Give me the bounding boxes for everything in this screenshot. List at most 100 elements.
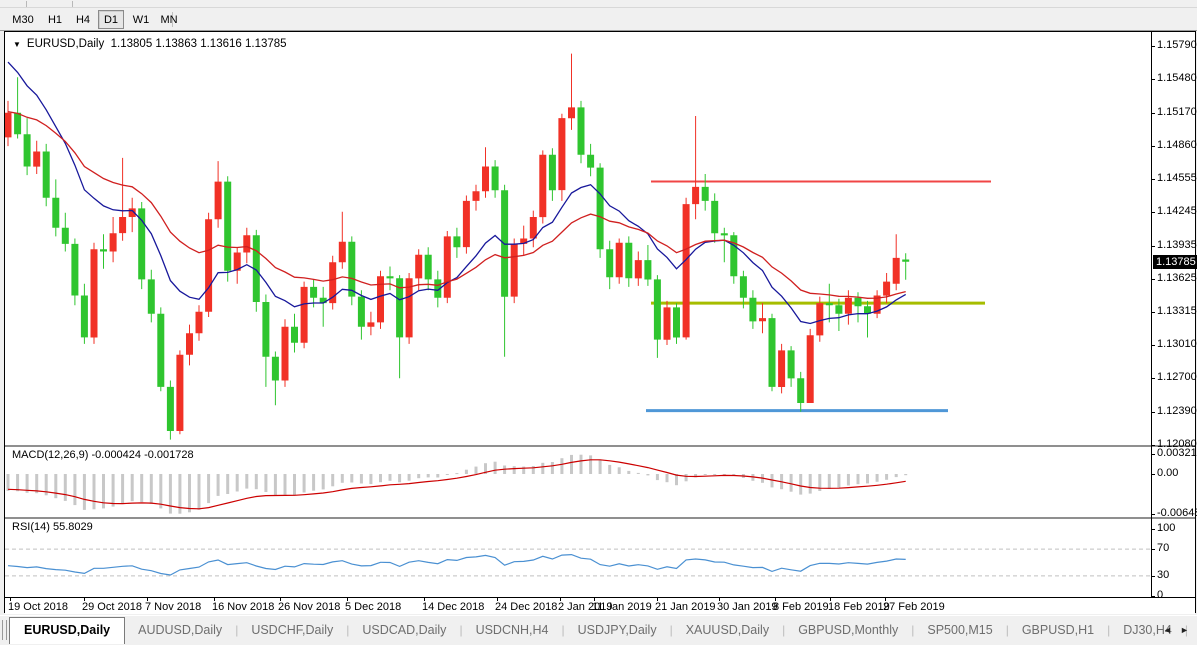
current-price-label: 1.13785 [1153, 254, 1197, 269]
date-label: 18 Feb 2019 [828, 601, 890, 613]
date-label: 2 Jan 2019 [558, 601, 613, 613]
tab-usdjpy-daily[interactable]: USDJPY,Daily [577, 623, 657, 637]
axis-tick [1151, 79, 1155, 81]
pane-splitter-rsi[interactable] [5, 517, 1195, 519]
date-label: 19 Oct 2018 [8, 601, 68, 613]
date-label: 7 Nov 2018 [145, 601, 202, 613]
tab-gbpusd-monthly[interactable]: GBPUSD,Monthly [798, 623, 899, 637]
chart-title: ▼ EURUSD,Daily 1.13805 1.13863 1.13616 1.… [13, 38, 287, 50]
axis-label: 100 [1157, 522, 1176, 534]
date-tick [594, 598, 595, 601]
date-label: 26 Nov 2018 [278, 601, 341, 613]
tab-usdcad-daily[interactable]: USDCAD,Daily [362, 623, 447, 637]
axis-label: 1.13315 [1157, 305, 1197, 318]
axis-label: 1.15790 [1157, 39, 1197, 52]
axis-tick [1151, 411, 1155, 413]
timeframe-button-m30[interactable]: M30 [12, 14, 34, 26]
tab-tech100-h1[interactable]: TECH100,H1 [1188, 619, 1197, 642]
tab-sp500-m15[interactable]: SP500,M15 [927, 623, 993, 637]
tab-scroll-right-icon[interactable]: ► [1180, 625, 1189, 635]
axis-tick [1151, 514, 1155, 516]
date-label: 8 Feb 2019 [773, 601, 829, 613]
bull-candle-bodies [5, 107, 900, 431]
moving-average-line [7, 61, 907, 325]
axis-tick [1151, 345, 1155, 346]
timeframe-button-w1[interactable]: W1 [132, 14, 150, 26]
tab-scroll-left-icon[interactable]: ◄ [1163, 625, 1172, 635]
axis-label: 0.00 [1157, 467, 1179, 479]
axis-label: 1.15170 [1157, 105, 1197, 118]
date-label: 29 Oct 2018 [82, 601, 142, 613]
price-axis-divider [1151, 32, 1152, 597]
axis-tick [1151, 212, 1155, 214]
date-tick [84, 598, 85, 601]
date-tick [560, 598, 561, 601]
tab-separator: | [1005, 622, 1009, 637]
macd-main-value: -0.000424 [91, 449, 142, 461]
date-tick [657, 598, 658, 601]
tab-separator: | [561, 622, 565, 637]
timeframe-button-h1[interactable]: H1 [47, 14, 63, 26]
quote-close: 1.13785 [244, 38, 287, 50]
axis-label: 0.003216 [1157, 446, 1197, 459]
tab-gbpusd-h1[interactable]: GBPUSD,H1 [1021, 623, 1095, 637]
date-label: 11 Jan 2019 [592, 601, 652, 613]
timeframe-button-d1[interactable]: D1 [98, 10, 124, 29]
axis-tick [1151, 312, 1155, 314]
quote-low: 1.13616 [200, 38, 242, 50]
date-tick [424, 598, 425, 601]
axis-tick [1151, 596, 1155, 597]
axis-label: 1.12390 [1157, 404, 1197, 417]
main-price-chart[interactable] [5, 33, 1151, 445]
chart-window: ▼ EURUSD,Daily 1.13805 1.13863 1.13616 1.… [4, 31, 1197, 614]
axis-tick [1151, 278, 1155, 280]
rsi-value: 55.8029 [52, 521, 93, 533]
macd-signal-value: -0.001728 [144, 449, 194, 461]
axis-label: 1.12700 [1157, 371, 1197, 384]
tab-dj30-h4[interactable]: DJ30,H4 [1123, 623, 1172, 637]
tab-usdcnh-h4[interactable]: USDCNH,H4 [475, 623, 549, 637]
axis-tick [1151, 529, 1155, 530]
date-label: 14 Dec 2018 [422, 601, 485, 613]
tab-audusd-daily[interactable]: AUDUSD,Daily [138, 623, 223, 637]
date-tick [497, 598, 498, 601]
tab-xauusd-daily[interactable]: XAUUSD,Daily [685, 623, 770, 637]
axis-tick [1151, 453, 1155, 455]
date-tick [775, 598, 776, 601]
tab-separator: | [911, 622, 915, 637]
macd-signal-line [7, 459, 906, 510]
tab-bar-grip[interactable] [2, 620, 7, 640]
date-label: 24 Dec 2018 [495, 601, 558, 613]
macd-indicator-chart[interactable] [5, 447, 1151, 517]
date-tick [214, 598, 215, 601]
axis-tick [1151, 378, 1155, 380]
tab-separator: | [459, 622, 463, 637]
axis-label: 1.14555 [1157, 171, 1197, 184]
top-window-strip [0, 0, 1197, 8]
pane-splitter-macd[interactable] [5, 445, 1195, 447]
toolbar-divider [172, 12, 173, 27]
timeframe-button-mn[interactable]: MN [160, 14, 178, 26]
timeframe-toolbar: M30 H1 H4 D1 W1 MN [0, 9, 1197, 31]
axis-tick [1151, 575, 1155, 577]
rsi-indicator-chart[interactable] [5, 519, 1151, 597]
axis-label: 1.14860 [1157, 139, 1197, 152]
rsi-line [7, 553, 906, 576]
date-tick [719, 598, 720, 601]
date-tick [830, 598, 831, 601]
chart-dropdown-icon[interactable]: ▼ [13, 40, 21, 49]
date-axis[interactable]: 19 Oct 2018 29 Oct 2018 7 Nov 2018 16 Nov 2… [5, 597, 1195, 614]
axis-label: 1.13625 [1157, 271, 1197, 284]
date-tick [885, 598, 886, 601]
timeframe-button-h4[interactable]: H4 [75, 14, 91, 26]
tab-separator: | [346, 622, 350, 637]
chart-tab-bar: EURUSD,Daily AUDUSD,Daily | USDCHF,Daily | US… [0, 615, 1197, 645]
macd-label: MACD(12,26,9) -0.000424 -0.001728 [12, 449, 194, 461]
macd-histogram [6, 454, 908, 514]
tab-eurusd-daily[interactable]: EURUSD,Daily [9, 617, 126, 644]
tab-separator: | [1107, 622, 1111, 637]
date-tick [10, 598, 11, 601]
axis-label: 30 [1157, 568, 1170, 581]
tab-usdchf-daily[interactable]: USDCHF,Daily [251, 623, 334, 637]
axis-tick [1151, 112, 1155, 114]
